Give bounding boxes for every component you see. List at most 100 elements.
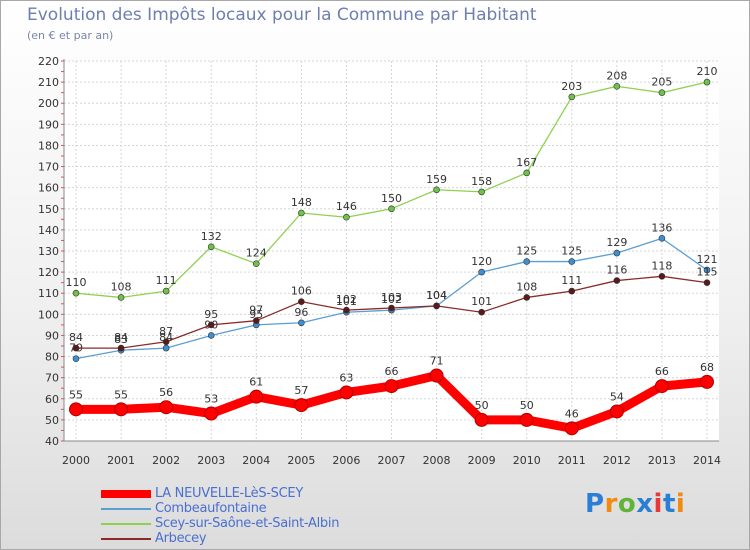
data-point (613, 83, 621, 90)
data-point (658, 235, 666, 242)
chart-title: Evolution des Impôts locaux pour la Comm… (27, 5, 537, 25)
data-point (294, 398, 309, 413)
data-point (429, 368, 444, 383)
y-tick-label: 210 (38, 76, 59, 89)
y-tick-label: 50 (45, 414, 59, 427)
data-point (523, 258, 531, 265)
data-point (72, 289, 80, 297)
legend-item: LA NEUVELLE-LèS-SCEY (101, 486, 381, 501)
data-label: 132 (201, 230, 222, 243)
y-tick-label: 170 (38, 161, 59, 174)
y-tick-label: 90 (45, 329, 59, 342)
data-point (700, 374, 714, 389)
chart-subtitle: (en € et par an) (27, 29, 114, 42)
data-point (204, 406, 219, 421)
x-tick-label: 2009 (468, 454, 496, 467)
data-point (609, 404, 624, 419)
x-tick-label: 2010 (513, 454, 541, 467)
data-point (72, 355, 80, 362)
data-point (117, 344, 125, 352)
data-label: 95 (249, 308, 263, 321)
data-label: 125 (516, 245, 537, 258)
logo-letter: i (675, 489, 686, 519)
data-point (478, 188, 485, 196)
data-point (207, 243, 215, 251)
data-label: 71 (430, 355, 444, 368)
data-label: 208 (606, 69, 627, 82)
data-label: 159 (426, 173, 447, 186)
data-label: 167 (516, 156, 537, 169)
logo-letter: o (617, 489, 637, 519)
x-tick-label: 2005 (287, 454, 315, 467)
data-point (114, 402, 129, 417)
data-point (568, 258, 576, 265)
data-point (252, 317, 260, 324)
y-tick-label: 100 (38, 308, 59, 321)
x-tick-label: 2006 (332, 454, 360, 467)
y-tick-label: 150 (38, 203, 59, 216)
data-point (72, 344, 80, 352)
data-label: 158 (471, 175, 492, 188)
data-label: 106 (291, 285, 312, 298)
data-label: 46 (565, 407, 579, 420)
data-label: 68 (700, 361, 714, 374)
data-point (433, 186, 440, 194)
data-point (249, 389, 264, 404)
y-tick-label: 190 (38, 118, 59, 131)
data-label: 136 (651, 221, 672, 234)
data-point (207, 321, 215, 329)
data-label: 104 (426, 289, 447, 302)
logo-letter: P (585, 489, 605, 519)
data-label: 102 (381, 293, 402, 306)
data-label: 129 (606, 236, 627, 249)
data-label: 205 (651, 76, 672, 89)
data-label: 111 (561, 274, 582, 287)
data-point (703, 78, 711, 86)
legend-swatch (101, 490, 151, 498)
proxiti-logo: Proxiti (585, 489, 685, 519)
data-label: 87 (159, 325, 173, 338)
data-point (343, 306, 350, 314)
data-point (568, 287, 576, 295)
x-tick-label: 2004 (242, 454, 270, 467)
legend-swatch (101, 538, 151, 540)
x-tick-label: 2000 (62, 454, 90, 467)
data-point (478, 308, 485, 316)
data-point (117, 294, 125, 301)
data-label: 101 (336, 295, 357, 308)
logo-letter: x (636, 489, 654, 519)
data-point (523, 169, 531, 177)
legend-item: Scey-sur-Saône-et-Saint-Albin (101, 516, 381, 531)
data-label: 150 (381, 192, 402, 205)
data-point (703, 279, 711, 286)
legend-item: Arbecey (101, 531, 381, 546)
data-label: 66 (385, 365, 399, 378)
data-label: 121 (697, 253, 718, 266)
data-point (523, 294, 531, 301)
data-label: 118 (651, 259, 672, 272)
data-label: 110 (66, 276, 87, 289)
y-tick-label: 200 (38, 97, 59, 110)
legend-item: Combeaufontaine (101, 501, 381, 516)
data-label: 83 (114, 333, 128, 346)
y-tick-label: 80 (45, 351, 59, 364)
y-tick-label: 160 (38, 182, 59, 195)
data-label: 124 (246, 247, 267, 260)
legend-label: Combeaufontaine (155, 501, 267, 516)
y-tick-label: 120 (38, 266, 59, 279)
data-point (69, 402, 83, 417)
data-label: 95 (204, 308, 218, 321)
x-tick-label: 2013 (648, 454, 676, 467)
data-point (613, 277, 621, 284)
data-label: 108 (111, 280, 132, 293)
legend-label: LA NEUVELLE-LèS-SCEY (155, 486, 303, 501)
x-tick-label: 2008 (423, 454, 451, 467)
data-label: 56 (159, 386, 173, 399)
data-label: 96 (294, 306, 308, 319)
logo-letter: r (604, 489, 618, 519)
legend-swatch (101, 523, 151, 525)
data-point (384, 379, 399, 394)
y-tick-label: 60 (45, 393, 59, 406)
data-label: 210 (697, 65, 718, 78)
